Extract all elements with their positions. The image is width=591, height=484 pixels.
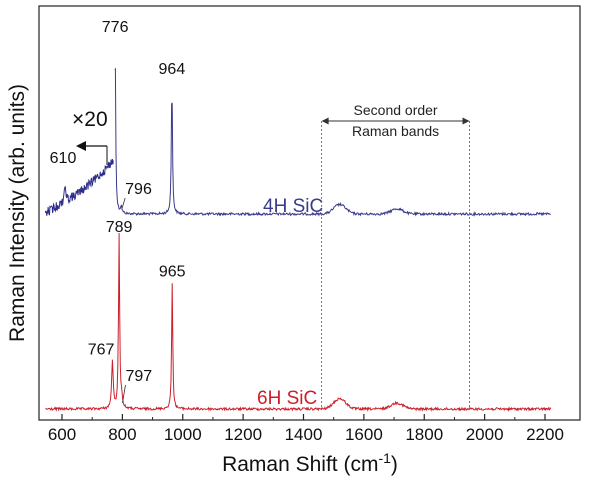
band-annotation-line2: Raman bands [352,123,439,139]
x-tick-label-1400: 1400 [285,425,323,444]
x-tick-label-2200: 2200 [526,425,564,444]
peak-label-796: 796 [125,181,152,198]
peak-label-789: 789 [106,219,133,236]
peak-label-776: 776 [102,19,129,36]
band-annotation-line1: Second order [354,102,438,118]
series-line-4h-sic [114,67,551,217]
peak-label-797: 797 [125,368,152,385]
band-arrow-right [462,117,470,125]
x-tick-label-600: 600 [48,425,76,444]
peak-label-964: 964 [159,61,186,78]
annotation-layer: Second order Raman bands [321,102,470,410]
peak-label-767: 767 [88,342,115,359]
series-layer: 776 796 964 4H SiC 767 789 797 965 6H SiC 610 ×20 [44,19,552,413]
magnification-arrowhead [76,141,86,151]
x-tick-label-1600: 1600 [345,425,383,444]
series-4h-sic: 776 796 964 4H SiC [102,19,551,217]
series-line-6h-sic [45,232,552,413]
y-axis-title: Raman Intensity (arb. units) [6,84,29,342]
plot-frame [38,5,581,421]
x-tick-label-2000: 2000 [466,425,504,444]
series-label-4h-sic: 4H SiC [263,196,323,217]
series-6h-sic: 767 789 797 965 6H SiC [45,219,552,413]
x-tick-label-1800: 1800 [405,425,443,444]
inset-line [44,159,114,216]
band-arrow-left [321,117,329,125]
x-axis-title-tail: ) [391,453,398,476]
series-label-6h-sic: 6H SiC [257,388,317,409]
peak-leader-797 [122,384,126,404]
x-axis-title-superscript: -1 [378,450,391,466]
x-axis-title: Raman Shift (cm-1) [222,450,398,476]
magnification-label: ×20 [72,108,108,131]
peak-label-965: 965 [159,264,186,281]
x-tick-label-1200: 1200 [224,425,262,444]
x-axis-title-main: Raman Shift (cm [222,453,378,476]
peak-leader-796 [121,197,126,209]
magnified-inset: 610 ×20 [44,108,114,216]
x-ticks: 600 800 1000 1200 1400 1600 1800 2000 2200 [48,414,564,444]
x-tick-label-800: 800 [108,425,136,444]
peak-label-610: 610 [50,150,77,167]
x-tick-label-1000: 1000 [164,425,202,444]
